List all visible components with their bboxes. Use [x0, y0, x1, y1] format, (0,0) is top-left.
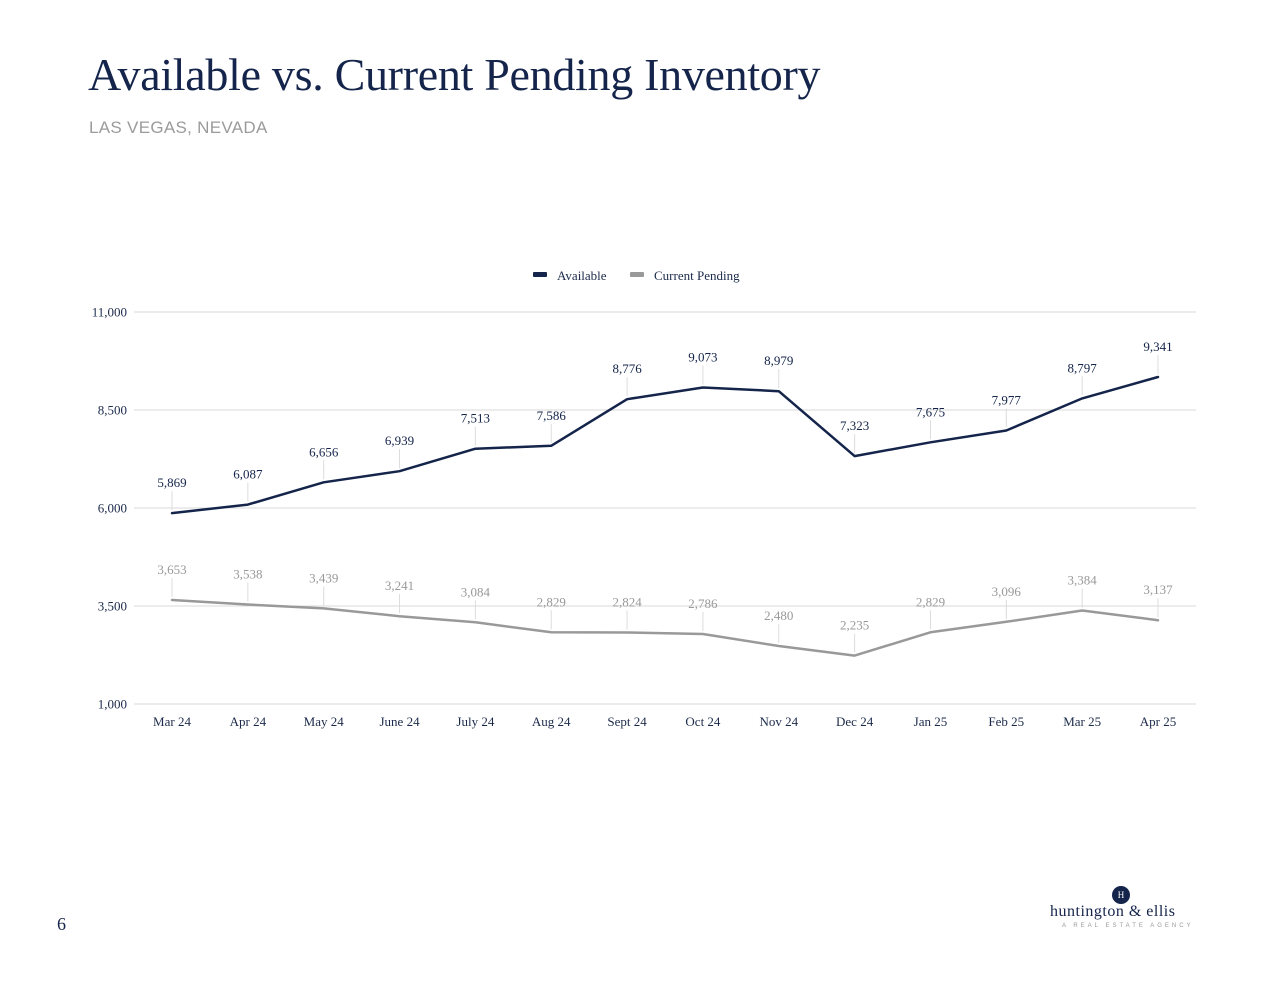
- data-label: 7,513: [461, 411, 490, 426]
- x-tick-label: Aug 24: [532, 714, 571, 729]
- x-tick-label: July 24: [456, 714, 494, 729]
- page-number: 6: [57, 914, 66, 934]
- y-tick-label: 3,500: [98, 599, 127, 614]
- data-label: 2,829: [537, 594, 566, 609]
- data-label: 3,084: [461, 584, 491, 599]
- data-label: 2,786: [688, 596, 718, 611]
- y-tick-label: 11,000: [92, 305, 127, 320]
- series-line-available: [170, 375, 1160, 515]
- page-subtitle: LAS VEGAS, NEVADA: [89, 118, 268, 137]
- x-tick-label: Feb 25: [988, 714, 1024, 729]
- data-label: 8,979: [764, 353, 793, 368]
- data-label: 5,869: [157, 475, 186, 490]
- data-label: 3,384: [1068, 573, 1098, 588]
- series-line-pending: [170, 598, 1160, 657]
- x-tick-label: Nov 24: [759, 714, 798, 729]
- legend-label: Current Pending: [654, 268, 740, 283]
- data-label: 3,137: [1143, 582, 1173, 597]
- legend-swatch: [533, 272, 547, 277]
- data-label: 3,241: [385, 578, 414, 593]
- x-tick-label: Apr 24: [230, 714, 267, 729]
- x-tick-label: Dec 24: [836, 714, 874, 729]
- data-label: 7,323: [840, 418, 869, 433]
- y-tick-label: 8,500: [98, 403, 127, 418]
- x-tick-label: May 24: [304, 714, 345, 729]
- x-tick-label: June 24: [379, 714, 420, 729]
- data-label: 2,824: [612, 594, 642, 609]
- logo-name: huntington & ellis: [1050, 903, 1176, 920]
- data-label: 7,675: [916, 404, 945, 419]
- data-label: 3,439: [309, 570, 338, 585]
- x-tick-label: Mar 24: [153, 714, 191, 729]
- data-label: 7,586: [537, 408, 567, 423]
- legend-swatch: [630, 272, 644, 277]
- x-tick-label: Jan 25: [914, 714, 948, 729]
- data-label: 9,341: [1143, 339, 1172, 354]
- data-label: 2,829: [916, 594, 945, 609]
- data-label: 8,797: [1068, 360, 1098, 375]
- data-label: 8,776: [612, 361, 642, 376]
- x-tick-label: Apr 25: [1140, 714, 1176, 729]
- data-label: 3,538: [233, 567, 262, 582]
- data-label: 7,977: [992, 393, 1022, 408]
- page-title: Available vs. Current Pending Inventory: [88, 49, 821, 100]
- logo-monogram-icon: H: [1112, 886, 1130, 904]
- logo-tagline: A REAL ESTATE AGENCY: [1062, 923, 1194, 929]
- data-label: 6,939: [385, 433, 414, 448]
- y-tick-label: 6,000: [98, 501, 127, 516]
- data-label: 2,480: [764, 608, 793, 623]
- data-label: 6,087: [233, 467, 263, 482]
- data-label: 3,096: [992, 584, 1022, 599]
- x-tick-label: Oct 24: [685, 714, 721, 729]
- legend-label: Available: [557, 268, 607, 283]
- company-logo: H huntington & ellis A REAL ESTATE AGENC…: [1048, 886, 1198, 936]
- data-label: 6,656: [309, 444, 339, 459]
- x-tick-label: Sept 24: [607, 714, 647, 729]
- x-tick-label: Mar 25: [1063, 714, 1101, 729]
- y-tick-label: 1,000: [98, 697, 127, 712]
- data-label: 9,073: [688, 350, 717, 365]
- data-label: 3,653: [157, 562, 186, 577]
- data-label: 2,235: [840, 618, 869, 633]
